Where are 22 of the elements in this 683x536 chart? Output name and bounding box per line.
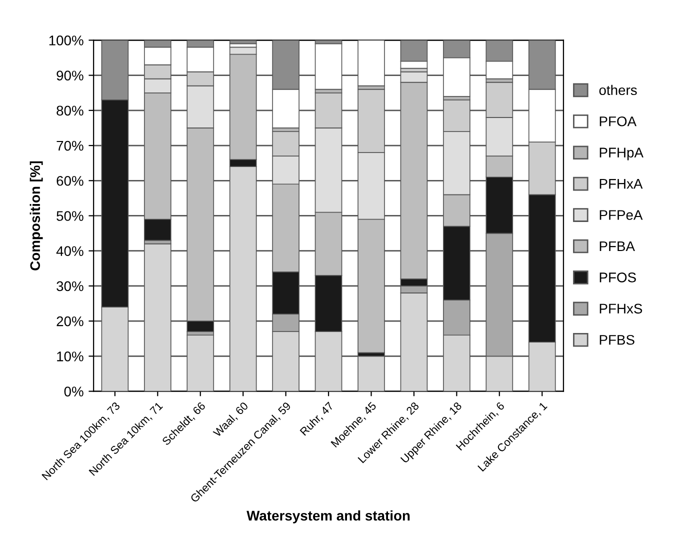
- legend-label: PFOA: [600, 116, 637, 126]
- y-tick-label: 40%: [56, 246, 84, 256]
- y-tick-label: 20%: [56, 316, 84, 326]
- legend-label: PFOS: [600, 272, 636, 282]
- y-tick-label: 100%: [49, 36, 84, 46]
- y-tick-label: 50%: [56, 211, 84, 221]
- y-tick-label: 70%: [56, 140, 84, 151]
- legend-label: others: [599, 84, 637, 96]
- y-tick-label: 60%: [56, 176, 84, 186]
- y-tick-label: 0%: [64, 386, 84, 396]
- legend-label: PFBS: [600, 334, 634, 345]
- legend-label: PFPeA: [600, 210, 643, 220]
- legend-label: PFBA: [600, 241, 635, 251]
- y-tick-label: 80%: [56, 106, 84, 116]
- legend-label: PFHxS: [600, 304, 642, 314]
- y-axis-title: Composition [%]: [30, 161, 43, 270]
- y-tick-label: 30%: [56, 281, 84, 292]
- x-axis-title: Watersystem and station: [246, 510, 410, 524]
- y-tick-label: 90%: [56, 70, 84, 80]
- y-tick-label: 10%: [57, 352, 84, 362]
- legend-label: PFHpA: [600, 148, 644, 160]
- legend-label: PFHxA: [600, 179, 643, 189]
